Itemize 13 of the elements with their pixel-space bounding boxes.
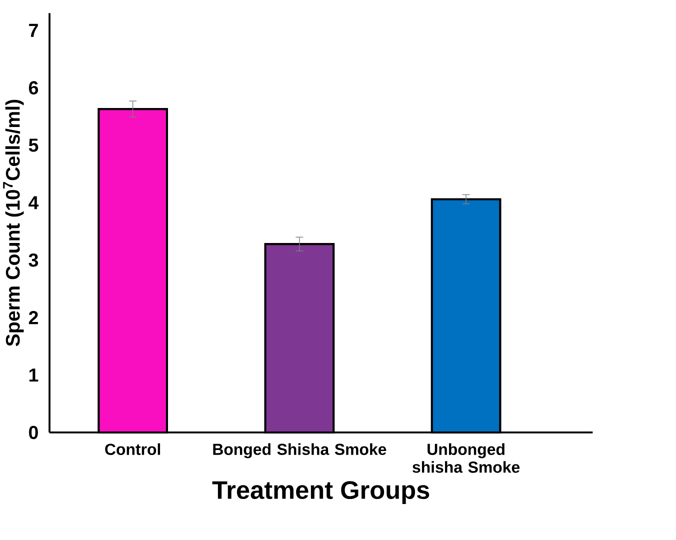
x-axis-title: Treatment Groups — [212, 480, 430, 504]
y-tick-label: 7 — [29, 24, 38, 37]
y-axis-title: Sperm Count (10$^{7}$Cells/ml) — [3, 100, 24, 346]
y-tick-label: 1 — [29, 368, 38, 382]
x-tick-label: Control — [105, 443, 160, 455]
x-tick-label: Unbonged shisha Smoke — [412, 443, 520, 473]
y-tick-label: 5 — [28, 138, 38, 152]
y-tick-label: 4 — [28, 196, 39, 209]
y-tick-label: 0 — [29, 426, 38, 439]
x-tick-label: Bonged Shisha Smoke — [213, 443, 386, 458]
y-tick-label: 2 — [28, 310, 38, 324]
y-tick-label: 6 — [28, 80, 38, 94]
y-tick-label: 3 — [28, 253, 38, 267]
